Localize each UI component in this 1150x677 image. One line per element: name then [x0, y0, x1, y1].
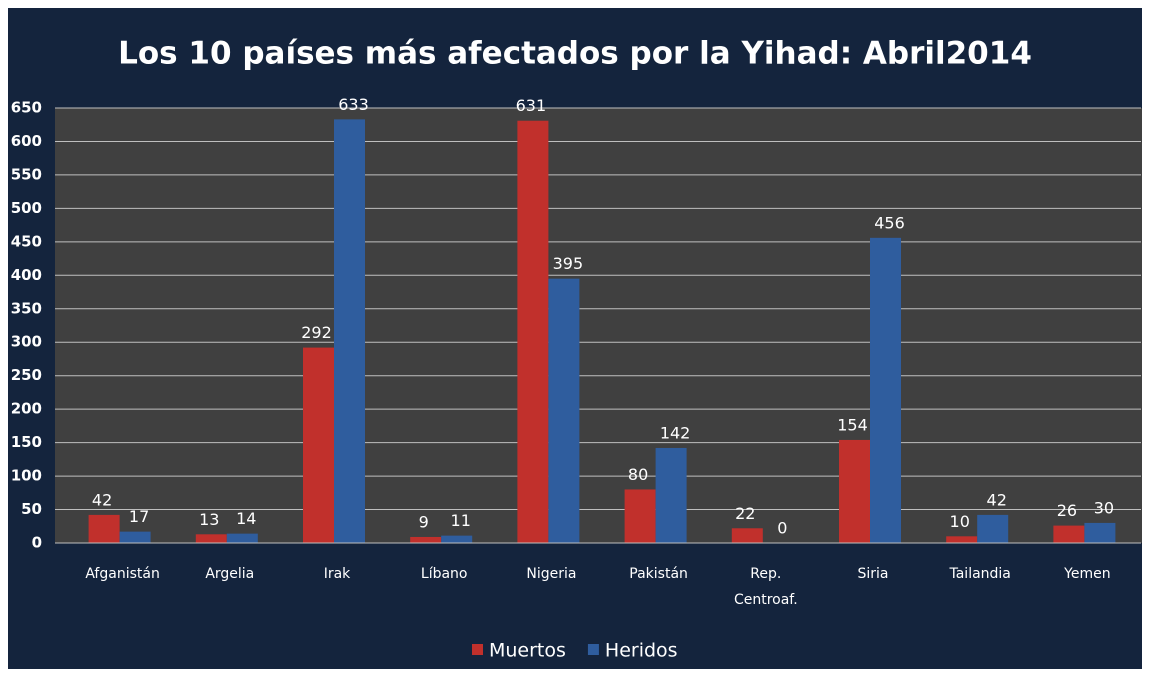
- data-label: 80: [628, 465, 648, 484]
- x-tick-label: Nigeria: [526, 566, 576, 582]
- plot-area: [55, 108, 1142, 543]
- bar: [410, 536, 442, 543]
- bar: [303, 347, 334, 543]
- y-tick-label: 250: [11, 366, 42, 384]
- y-tick-label: 450: [11, 232, 42, 250]
- legend-label: Muertos: [489, 640, 566, 662]
- bar: [839, 439, 870, 543]
- y-tick-label: 300: [11, 333, 42, 351]
- x-tick-label: Yemen: [1063, 566, 1110, 582]
- data-label: 142: [660, 423, 691, 442]
- bar: [226, 533, 258, 543]
- x-tick-label: Líbano: [421, 566, 468, 582]
- bar: [517, 120, 549, 543]
- y-tick-label: 550: [11, 165, 42, 183]
- bar: [195, 534, 227, 543]
- x-tick-label: Argelia: [205, 566, 254, 582]
- data-label: 13: [199, 510, 219, 529]
- bar: [946, 536, 978, 543]
- bar: [119, 531, 151, 543]
- y-tick-label: 350: [11, 299, 42, 317]
- bar: [441, 535, 473, 543]
- data-label: 395: [553, 254, 584, 273]
- y-tick-label: 150: [11, 433, 42, 451]
- data-label: 26: [1057, 501, 1077, 520]
- x-tick-label: Siria: [857, 566, 888, 582]
- x-tick-label: Afganistán: [85, 566, 159, 582]
- y-tick-label: 100: [11, 467, 42, 485]
- bar: [334, 119, 365, 543]
- y-tick-label: 650: [11, 99, 42, 117]
- bar: [1084, 522, 1116, 543]
- x-tick-label: Irak: [324, 566, 351, 582]
- y-tick-label: 600: [11, 132, 42, 150]
- data-label: 631: [516, 96, 547, 115]
- data-label: 17: [129, 507, 149, 526]
- data-label: 292: [301, 323, 332, 342]
- x-tick-label: Tailandia: [948, 566, 1010, 582]
- legend-swatch: [472, 644, 483, 655]
- bar: [731, 528, 763, 543]
- bar: [1053, 525, 1085, 543]
- chart-title: Los 10 países más afectados por la Yihad…: [118, 36, 1032, 72]
- data-label: 42: [987, 490, 1007, 509]
- data-label: 154: [837, 415, 868, 434]
- bar: [655, 447, 687, 543]
- data-label: 14: [236, 509, 256, 528]
- bar: [977, 514, 1009, 543]
- x-tick-label: Pakistán: [629, 566, 688, 582]
- y-tick-label: 200: [11, 400, 42, 418]
- y-tick-label: 0: [32, 534, 42, 552]
- data-label: 22: [735, 504, 755, 523]
- bar: [870, 237, 901, 544]
- data-label: 9: [419, 512, 429, 531]
- y-tick-label: 400: [11, 266, 42, 284]
- legend-label: Heridos: [605, 640, 678, 662]
- data-label: 10: [950, 512, 970, 531]
- x-tick-label: Rep. Centroaf.: [734, 566, 798, 608]
- data-label: 30: [1094, 498, 1114, 517]
- legend-swatch: [587, 644, 599, 655]
- data-label: 0: [777, 519, 787, 538]
- data-label: 456: [874, 213, 905, 232]
- bar: [624, 489, 656, 543]
- data-label: 633: [338, 95, 369, 114]
- y-tick-label: 50: [21, 500, 42, 518]
- bar: [548, 278, 580, 543]
- bar: [88, 514, 120, 543]
- data-label: 42: [92, 490, 112, 509]
- data-label: 11: [451, 511, 471, 530]
- y-tick-label: 500: [11, 199, 42, 217]
